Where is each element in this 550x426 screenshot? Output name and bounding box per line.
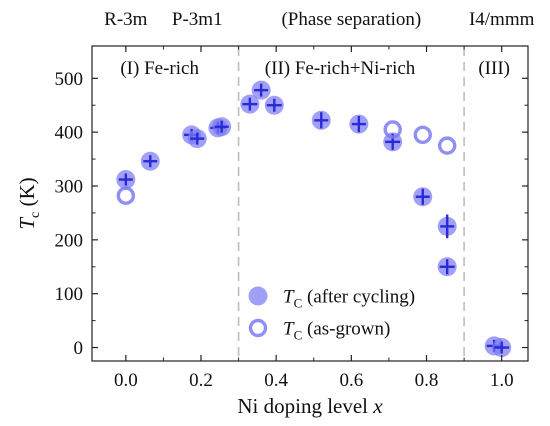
- data-point-as-grown: [116, 186, 136, 205]
- region-labels: (I) Fe-rich (II) Fe-rich+Ni-rich (III): [120, 58, 510, 79]
- x-tick-label: 1.0: [490, 370, 514, 391]
- region-label: (II) Fe-rich+Ni-rich: [265, 58, 416, 79]
- data-point-as-grown: [413, 125, 432, 145]
- data-point-as-grown: [383, 120, 402, 139]
- x-axis-title: Ni doping level x: [237, 394, 383, 418]
- plot-frame: [91, 45, 529, 362]
- y-tick-label: 200: [55, 230, 84, 251]
- space-group-labels: R-3m P-3m1 (Phase separation) I4/mmm: [104, 9, 534, 30]
- y-tick-label: 300: [55, 177, 84, 198]
- x-tick-label: 0.8: [415, 370, 439, 391]
- legend-marker-filled: [248, 286, 268, 306]
- legend-marker-open: [248, 318, 268, 338]
- phase-boundaries: [237, 47, 465, 360]
- space-group-label: P-3m1: [172, 9, 223, 30]
- axis-titles: Ni doping level x Tc (K): [15, 177, 383, 418]
- y-tick-label: 500: [55, 69, 84, 90]
- x-tick-label: 0.6: [339, 370, 363, 391]
- space-group-label: R-3m: [104, 9, 148, 30]
- legend-label: TC (as-grown): [283, 319, 390, 343]
- y-tick-label: 100: [55, 284, 84, 305]
- x-tick-label: 0.4: [264, 370, 288, 391]
- space-group-label: (Phase separation): [281, 9, 421, 30]
- x-tick-label: 0.2: [189, 370, 213, 391]
- y-tick-label: 0: [74, 338, 84, 359]
- x-tick-label: 0.0: [114, 370, 138, 391]
- legend-label: TC (after cycling): [283, 287, 415, 311]
- axes: 0.0 0.2 0.4 0.6 0.8 1.0 0 100 200 300 400 500: [55, 45, 529, 391]
- region-label: (I) Fe-rich: [120, 58, 199, 79]
- data-points: [116, 80, 512, 358]
- region-label: (III): [478, 58, 510, 79]
- space-group-label: I4/mmm: [469, 9, 535, 30]
- data-point-as-grown: [437, 136, 457, 155]
- legend: TC (after cycling) TC (as-grown): [248, 286, 415, 343]
- y-tick-label: 400: [55, 123, 84, 144]
- y-axis-title: Tc (K): [15, 177, 43, 229]
